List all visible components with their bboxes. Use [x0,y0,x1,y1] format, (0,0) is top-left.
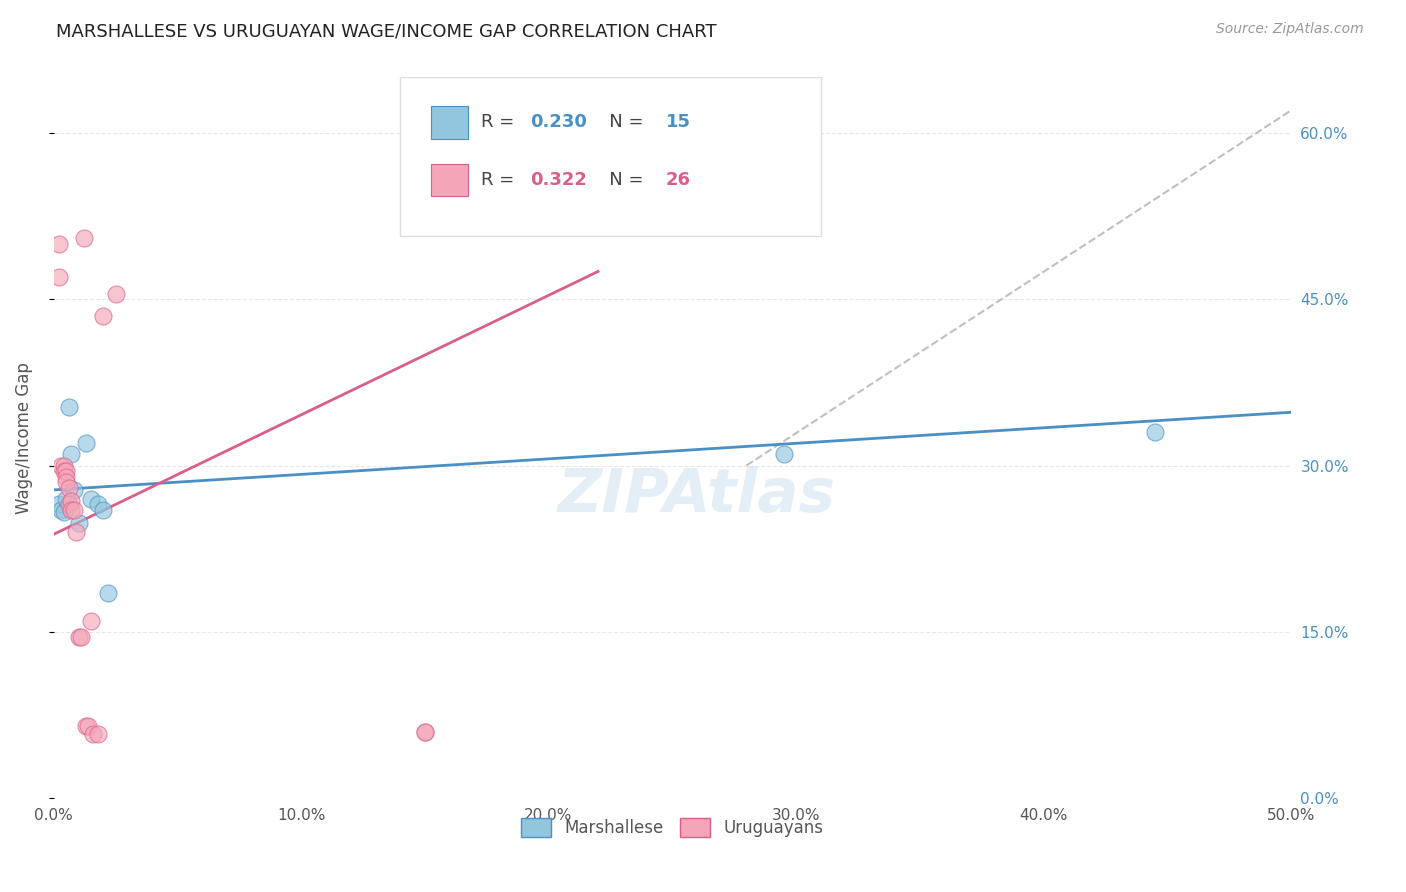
Point [52,464,75,478]
Bar [432,106,468,138]
Point [51,503,73,517]
Text: R =: R = [481,113,520,131]
Point [58,400,80,414]
Point [48,236,70,251]
Point [51,458,73,473]
Point [48,497,70,511]
Point [52,458,75,473]
Bar [432,164,468,196]
Text: R =: R = [481,170,520,189]
Point [82,727,104,741]
Point [67,631,90,645]
Point [87,497,110,511]
Text: 26: 26 [666,170,690,189]
Point [58,481,80,495]
Point [77,719,100,733]
Text: Source: ZipAtlas.com: Source: ZipAtlas.com [1216,22,1364,37]
Y-axis label: Wage/Income Gap: Wage/Income Gap [15,362,32,514]
Point [52,505,75,519]
Point [413,724,436,739]
Text: 15: 15 [666,113,690,131]
Text: 0.230: 0.230 [530,113,586,131]
Text: N =: N = [592,170,650,189]
Point [55,469,77,483]
Point [62,483,84,497]
Point [80,614,103,628]
Point [772,447,794,461]
Point [60,447,83,461]
Point [55,491,77,506]
Text: N =: N = [592,113,650,131]
Point [72,231,94,245]
Point [1143,425,1166,440]
FancyBboxPatch shape [401,78,821,236]
Point [104,286,127,301]
Point [65,524,87,539]
Point [55,475,77,490]
Text: ZIPAtlas: ZIPAtlas [558,466,837,525]
Legend: Marshallese, Uruguayans: Marshallese, Uruguayans [515,812,830,844]
Point [91,309,114,323]
Point [60,494,83,508]
Point [91,503,114,517]
Point [75,436,97,450]
Point [70,631,93,645]
Text: MARSHALLESE VS URUGUAYAN WAGE/INCOME GAP CORRELATION CHART: MARSHALLESE VS URUGUAYAN WAGE/INCOME GAP… [56,22,717,40]
Point [60,503,83,517]
Point [80,491,103,506]
Point [413,724,436,739]
Point [87,727,110,741]
Point [62,503,84,517]
Point [75,719,97,733]
Point [67,516,90,531]
Text: 0.322: 0.322 [530,170,586,189]
Point [48,270,70,285]
Point [55,464,77,478]
Point [97,586,120,600]
Point [58,497,80,511]
